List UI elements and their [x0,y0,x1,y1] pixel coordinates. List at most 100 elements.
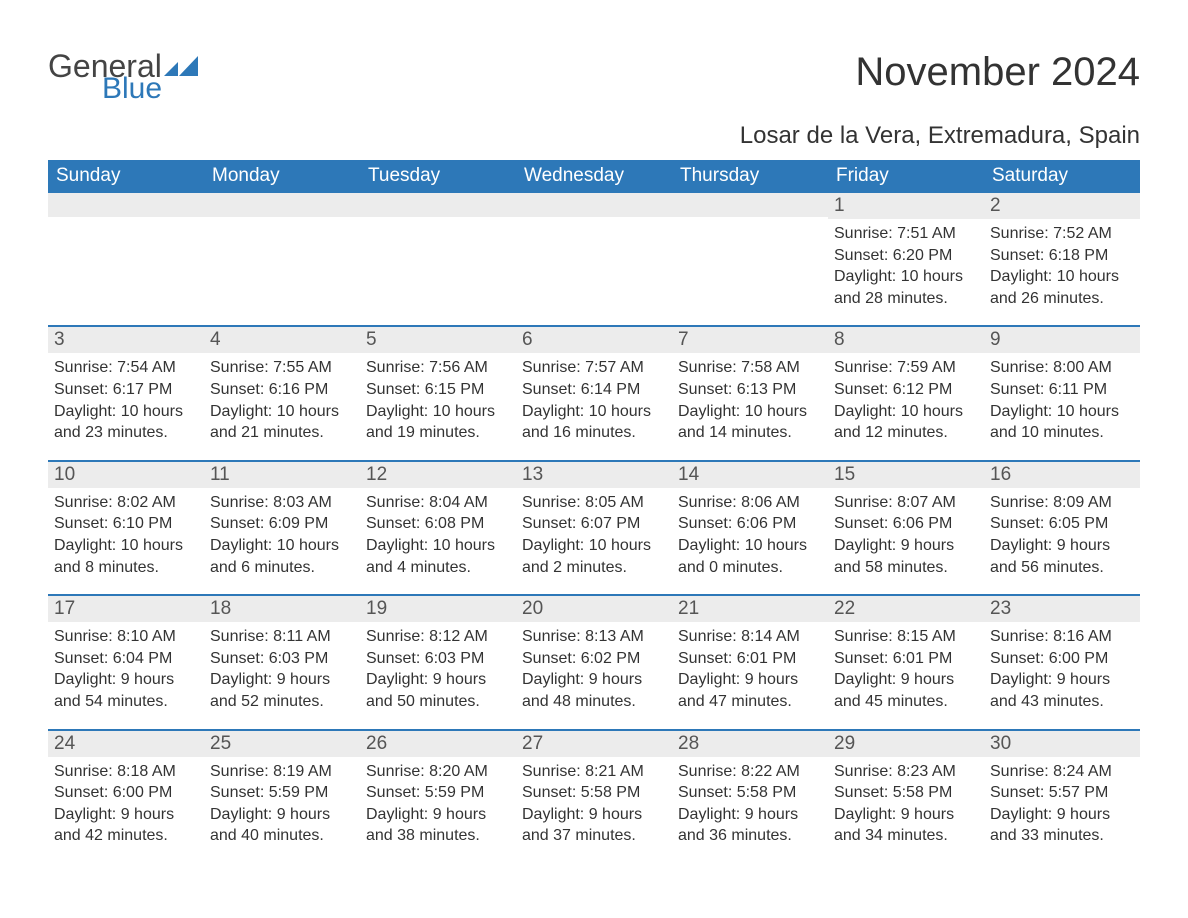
daylight1-text: Daylight: 10 hours [54,401,198,423]
sunrise-text: Sunrise: 7:51 AM [834,223,978,245]
day-number: 13 [516,462,672,488]
calendar-cell: 9Sunrise: 8:00 AMSunset: 6:11 PMDaylight… [984,327,1140,459]
cell-body: Sunrise: 8:14 AMSunset: 6:01 PMDaylight:… [672,622,828,728]
calendar-cell: 8Sunrise: 7:59 AMSunset: 6:12 PMDaylight… [828,327,984,459]
sunrise-text: Sunrise: 8:11 AM [210,626,354,648]
sunrise-text: Sunrise: 8:18 AM [54,761,198,783]
sunset-text: Sunset: 6:03 PM [210,648,354,670]
calendar-cell [204,193,360,325]
daylight2-text: and 40 minutes. [210,825,354,847]
cell-body: Sunrise: 8:23 AMSunset: 5:58 PMDaylight:… [828,757,984,863]
sunset-text: Sunset: 6:05 PM [990,513,1134,535]
weekday-header: Wednesday [516,160,672,193]
calendar-cell: 26Sunrise: 8:20 AMSunset: 5:59 PMDayligh… [360,731,516,863]
week-row: 17Sunrise: 8:10 AMSunset: 6:04 PMDayligh… [48,594,1140,728]
calendar-cell: 4Sunrise: 7:55 AMSunset: 6:16 PMDaylight… [204,327,360,459]
sunrise-text: Sunrise: 8:05 AM [522,492,666,514]
calendar-cell: 18Sunrise: 8:11 AMSunset: 6:03 PMDayligh… [204,596,360,728]
cell-body: Sunrise: 7:56 AMSunset: 6:15 PMDaylight:… [360,353,516,459]
sunrise-text: Sunrise: 8:24 AM [990,761,1134,783]
day-number [204,193,360,217]
daylight1-text: Daylight: 10 hours [990,401,1134,423]
sunset-text: Sunset: 6:00 PM [990,648,1134,670]
day-number: 8 [828,327,984,353]
sunset-text: Sunset: 5:58 PM [522,782,666,804]
calendar-cell: 27Sunrise: 8:21 AMSunset: 5:58 PMDayligh… [516,731,672,863]
week-row: 1Sunrise: 7:51 AMSunset: 6:20 PMDaylight… [48,193,1140,325]
sunrise-text: Sunrise: 8:14 AM [678,626,822,648]
week-row: 24Sunrise: 8:18 AMSunset: 6:00 PMDayligh… [48,729,1140,863]
calendar-cell: 19Sunrise: 8:12 AMSunset: 6:03 PMDayligh… [360,596,516,728]
daylight1-text: Daylight: 9 hours [990,669,1134,691]
day-number: 23 [984,596,1140,622]
week-row: 3Sunrise: 7:54 AMSunset: 6:17 PMDaylight… [48,325,1140,459]
sunrise-text: Sunrise: 8:23 AM [834,761,978,783]
daylight2-text: and 0 minutes. [678,557,822,579]
calendar-cell: 3Sunrise: 7:54 AMSunset: 6:17 PMDaylight… [48,327,204,459]
daylight2-text: and 58 minutes. [834,557,978,579]
cell-body: Sunrise: 7:57 AMSunset: 6:14 PMDaylight:… [516,353,672,459]
sunset-text: Sunset: 6:20 PM [834,245,978,267]
daylight2-text: and 2 minutes. [522,557,666,579]
cell-body: Sunrise: 8:13 AMSunset: 6:02 PMDaylight:… [516,622,672,728]
sunrise-text: Sunrise: 7:57 AM [522,357,666,379]
daylight1-text: Daylight: 10 hours [210,535,354,557]
cell-body: Sunrise: 8:21 AMSunset: 5:58 PMDaylight:… [516,757,672,863]
calendar-cell: 1Sunrise: 7:51 AMSunset: 6:20 PMDaylight… [828,193,984,325]
daylight2-text: and 45 minutes. [834,691,978,713]
weekday-header: Friday [828,160,984,193]
day-number [360,193,516,217]
daylight1-text: Daylight: 9 hours [54,804,198,826]
cell-body: Sunrise: 8:00 AMSunset: 6:11 PMDaylight:… [984,353,1140,459]
day-number: 22 [828,596,984,622]
cell-body: Sunrise: 7:59 AMSunset: 6:12 PMDaylight:… [828,353,984,459]
day-number: 3 [48,327,204,353]
day-number: 27 [516,731,672,757]
cell-body: Sunrise: 7:52 AMSunset: 6:18 PMDaylight:… [984,219,1140,325]
daylight2-text: and 43 minutes. [990,691,1134,713]
daylight1-text: Daylight: 10 hours [522,535,666,557]
day-number: 12 [360,462,516,488]
calendar-cell [48,193,204,325]
sunset-text: Sunset: 6:06 PM [834,513,978,535]
calendar-cell: 21Sunrise: 8:14 AMSunset: 6:01 PMDayligh… [672,596,828,728]
cell-body: Sunrise: 8:12 AMSunset: 6:03 PMDaylight:… [360,622,516,728]
cell-body: Sunrise: 7:58 AMSunset: 6:13 PMDaylight:… [672,353,828,459]
day-number: 5 [360,327,516,353]
week-row: 10Sunrise: 8:02 AMSunset: 6:10 PMDayligh… [48,460,1140,594]
sunrise-text: Sunrise: 7:58 AM [678,357,822,379]
daylight1-text: Daylight: 9 hours [366,669,510,691]
cell-body: Sunrise: 8:15 AMSunset: 6:01 PMDaylight:… [828,622,984,728]
sunrise-text: Sunrise: 8:02 AM [54,492,198,514]
daylight2-text: and 10 minutes. [990,422,1134,444]
daylight1-text: Daylight: 9 hours [54,669,198,691]
day-number: 30 [984,731,1140,757]
daylight2-text: and 48 minutes. [522,691,666,713]
day-number: 20 [516,596,672,622]
calendar-cell: 12Sunrise: 8:04 AMSunset: 6:08 PMDayligh… [360,462,516,594]
daylight2-text: and 56 minutes. [990,557,1134,579]
sunset-text: Sunset: 5:59 PM [366,782,510,804]
day-number: 18 [204,596,360,622]
daylight2-text: and 14 minutes. [678,422,822,444]
daylight2-text: and 21 minutes. [210,422,354,444]
calendar-cell: 28Sunrise: 8:22 AMSunset: 5:58 PMDayligh… [672,731,828,863]
daylight2-text: and 16 minutes. [522,422,666,444]
logo: General Blue [48,50,198,104]
sunset-text: Sunset: 6:13 PM [678,379,822,401]
day-number: 29 [828,731,984,757]
cell-body: Sunrise: 7:54 AMSunset: 6:17 PMDaylight:… [48,353,204,459]
daylight1-text: Daylight: 9 hours [834,669,978,691]
calendar-cell: 15Sunrise: 8:07 AMSunset: 6:06 PMDayligh… [828,462,984,594]
day-number: 1 [828,193,984,219]
calendar-cell: 2Sunrise: 7:52 AMSunset: 6:18 PMDaylight… [984,193,1140,325]
daylight1-text: Daylight: 10 hours [678,535,822,557]
calendar-cell: 24Sunrise: 8:18 AMSunset: 6:00 PMDayligh… [48,731,204,863]
sunrise-text: Sunrise: 8:04 AM [366,492,510,514]
day-number: 9 [984,327,1140,353]
weekday-header: Thursday [672,160,828,193]
day-number: 7 [672,327,828,353]
sunrise-text: Sunrise: 8:16 AM [990,626,1134,648]
month-title: November 2024 [855,50,1140,95]
calendar-cell: 14Sunrise: 8:06 AMSunset: 6:06 PMDayligh… [672,462,828,594]
